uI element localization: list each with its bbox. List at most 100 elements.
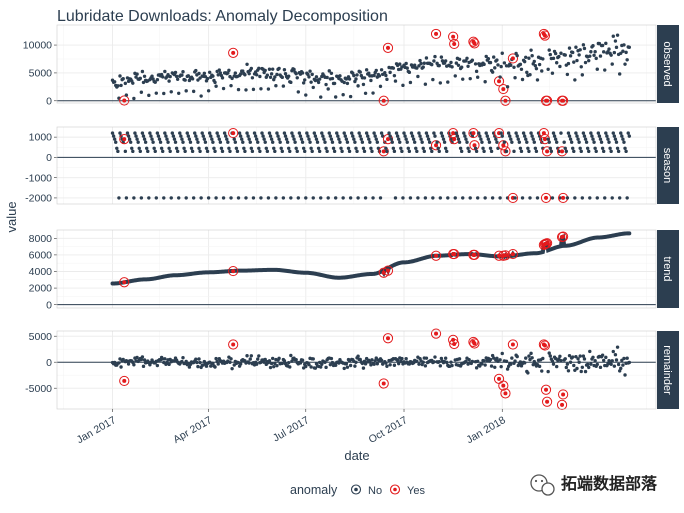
x-axis-label: date: [344, 448, 369, 463]
data-point: [550, 196, 555, 200]
anomaly-ring: [119, 375, 130, 387]
data-point: [547, 140, 551, 144]
data-point: [357, 131, 361, 135]
data-point: [217, 68, 221, 72]
data-point: [153, 80, 157, 84]
data-point: [572, 60, 576, 64]
panel-border: [56, 126, 657, 205]
data-point: [399, 359, 403, 364]
data-point: [453, 74, 457, 78]
anomaly-point: [122, 378, 127, 383]
data-point: [412, 63, 417, 67]
anomaly-ring: [493, 127, 505, 139]
y-tick-label: 0: [46, 152, 52, 164]
data-point: [627, 360, 632, 365]
x-tick-label: Apr 2017: [171, 414, 214, 446]
data-point: [522, 361, 527, 365]
data-point: [272, 146, 276, 150]
data-point: [205, 149, 210, 154]
data-point: [324, 146, 328, 150]
data-point: [520, 196, 525, 200]
data-point: [269, 137, 274, 141]
legend-no-dot: [354, 487, 358, 492]
anomaly-point: [561, 392, 566, 397]
data-point: [110, 131, 115, 135]
data-point: [485, 134, 489, 138]
data-point: [274, 196, 278, 200]
data-point: [132, 363, 136, 367]
data-point: [437, 63, 441, 68]
data-point: [112, 360, 117, 365]
data-point: [283, 134, 288, 138]
data-point: [559, 131, 563, 135]
data-point: [301, 81, 306, 85]
data-point: [354, 146, 358, 150]
data-point: [421, 65, 425, 69]
data-point: [512, 149, 516, 154]
data-point: [615, 146, 620, 150]
data-point: [492, 55, 496, 59]
data-point: [309, 365, 313, 369]
data-point: [575, 134, 579, 138]
data-point: [207, 131, 212, 135]
data-point: [396, 361, 401, 366]
data-point: [439, 131, 444, 135]
wechat-icon: [530, 474, 555, 496]
data-point: [250, 149, 255, 154]
data-point: [530, 134, 534, 138]
data-point: [180, 137, 184, 141]
data-point: [593, 359, 597, 363]
data-point: [516, 137, 520, 141]
data-point: [488, 60, 493, 65]
legend-key-yes: [389, 484, 401, 495]
data-point: [518, 146, 523, 150]
data-point: [257, 66, 261, 71]
data-point: [371, 91, 375, 95]
data-point: [401, 83, 405, 88]
data-point: [527, 149, 531, 154]
anomaly-point: [381, 149, 386, 154]
data-point: [527, 56, 531, 60]
data-point: [591, 44, 595, 48]
data-point: [333, 196, 338, 200]
data-point: [140, 355, 145, 359]
panel-remainder: -5000 0 5000 remainder: [25, 328, 679, 410]
data-point: [598, 365, 603, 370]
data-point: [197, 71, 201, 76]
data-point: [211, 140, 215, 144]
anomaly-ring: [469, 249, 480, 260]
data-point: [121, 77, 125, 81]
data-point: [509, 63, 513, 67]
data-point: [463, 134, 467, 138]
data-point: [213, 80, 217, 85]
data-point: [123, 149, 128, 154]
data-point: [546, 369, 550, 374]
data-point: [180, 73, 184, 77]
data-point: [157, 137, 162, 141]
data-point: [589, 50, 593, 54]
data-point: [324, 82, 328, 87]
data-point: [432, 131, 436, 135]
data-point: [369, 146, 373, 150]
data-point: [603, 196, 607, 200]
data-point: [332, 149, 337, 154]
y-tick-label: -1000: [25, 172, 52, 184]
chart-title: Lubridate Downloads: Anomaly Decompositi…: [57, 8, 388, 25]
data-point: [418, 58, 422, 63]
data-point: [624, 149, 628, 154]
data-point: [625, 196, 629, 200]
data-point: [550, 359, 555, 363]
data-point: [258, 149, 262, 154]
anomaly-point: [544, 387, 549, 392]
data-point: [344, 137, 349, 141]
data-point: [198, 149, 202, 154]
data-point: [162, 196, 166, 200]
data-point: [405, 66, 409, 70]
data-point: [517, 140, 522, 144]
data-point: [263, 68, 267, 73]
data-point: [550, 71, 555, 75]
data-point: [579, 65, 583, 69]
anomaly-ring: [468, 36, 479, 47]
data-point: [146, 149, 150, 154]
data-point: [398, 62, 402, 66]
